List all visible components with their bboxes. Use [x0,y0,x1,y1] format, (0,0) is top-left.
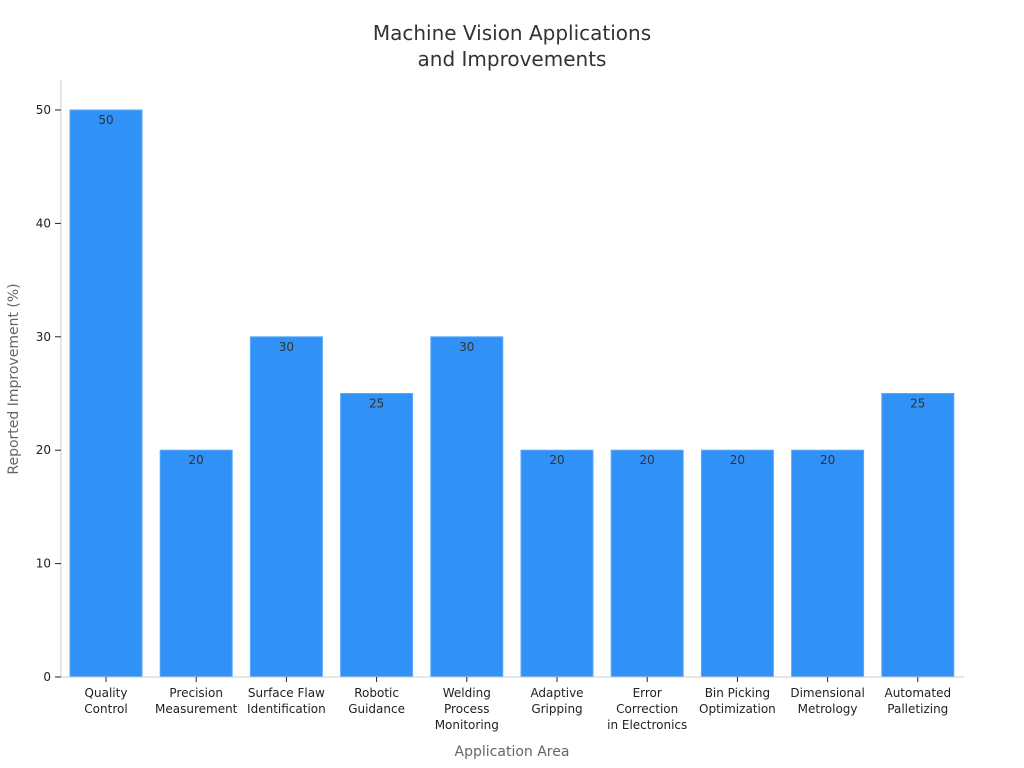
x-tick-label: Adaptive [530,686,583,700]
bar [520,449,594,678]
bar-value-label: 25 [910,397,925,411]
bar-value-label: 25 [369,397,384,411]
x-tick-label: Dimensional [790,686,864,700]
x-tick-label: Guidance [348,702,405,716]
x-tick-label: Palletizing [887,702,948,716]
y-tick-label: 50 [36,103,51,117]
x-axis: Quality Control Precision Measurement Surfac… [61,676,964,732]
chart-title-line-2: and Improvements [418,47,607,71]
bar-value-label: 20 [820,453,835,467]
x-axis-title: Application Area [455,744,570,760]
x-tick-label: Automated [884,686,951,700]
x-tick-label: Gripping [531,702,582,716]
x-tick-label: Welding [443,686,491,700]
x-tick-label: Process [444,702,490,716]
bar-value-label: 50 [98,113,113,127]
x-tick-label: Bin Picking [705,686,770,700]
bar-value-label: 20 [189,453,204,467]
x-tick-label: Control [84,702,127,716]
bar [69,109,143,678]
x-tick-label: Error [633,686,662,700]
y-tick-label: 20 [36,443,51,457]
x-tick-label: Measurement [155,702,238,716]
y-axis-title: Reported Improvement (%) [6,283,22,474]
bar [249,336,323,678]
x-tick-label: in Electronics [607,718,687,732]
x-tick-label: Optimization [699,702,776,716]
bar-value-label: 20 [640,453,655,467]
bar [610,449,684,678]
x-tick-label: Monitoring [435,718,499,732]
x-tick-label: Surface Flaw [248,686,325,700]
bar [159,449,233,678]
x-tick-label: Quality [85,686,128,700]
chart-title-line-1: Machine Vision Applications [373,21,651,45]
bar-value-label: 30 [279,340,294,354]
x-tick-label: Correction [616,702,678,716]
bar [791,449,865,678]
y-tick-label: 40 [36,216,51,230]
y-tick-label: 0 [43,670,51,684]
bar-value-label: 30 [459,340,474,354]
x-tick-label: Metrology [798,702,858,716]
x-tick-label: Identification [247,702,326,716]
y-tick-label: 30 [36,330,51,344]
bar [700,449,774,678]
bar-value-label: 20 [549,453,564,467]
bar-value-label: 20 [730,453,745,467]
bar [340,393,414,678]
x-tick-label: Precision [169,686,223,700]
y-axis: 0 10 20 30 40 50 [36,80,62,684]
bar [430,336,504,678]
bar [881,393,955,678]
y-tick-label: 10 [36,557,51,571]
x-tick-label: Robotic [354,686,399,700]
bars: 50 20 30 25 30 20 20 20 20 25 [69,109,955,678]
